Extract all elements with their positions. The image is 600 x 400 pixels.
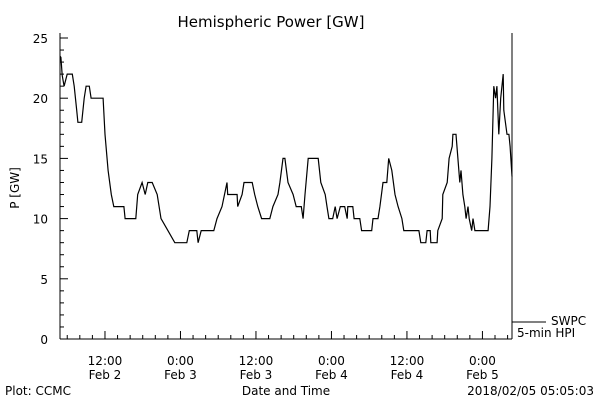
x-tick-label-date: Feb 4	[315, 368, 348, 382]
x-tick-label-time: 12:00	[390, 354, 425, 368]
plot-credit: Plot: CCMC	[5, 384, 71, 398]
series-line-5min-hpi	[59, 55, 513, 244]
x-tick-label-time: 0:00	[469, 354, 496, 368]
y-tick-label: 20	[33, 92, 48, 106]
y-tick-label: 10	[33, 213, 48, 227]
x-tick-label-time: 0:00	[318, 354, 345, 368]
chart-title: Hemispheric Power [GW]	[178, 13, 365, 31]
y-tick-label: 25	[33, 32, 48, 46]
legend-series: 5-min HPI	[517, 326, 575, 340]
x-tick-label-date: Feb 4	[391, 368, 424, 382]
x-tick-label-time: 12:00	[239, 354, 274, 368]
x-axis-label: Date and Time	[242, 384, 330, 398]
timestamp: 2018/02/05 05:05:03	[467, 384, 594, 398]
x-tick-label-date: Feb 3	[164, 368, 197, 382]
y-tick-label: 0	[40, 333, 48, 347]
x-tick-label-date: Feb 2	[89, 368, 122, 382]
y-axis-label: P [GW]	[8, 167, 22, 209]
y-tick-label: 5	[40, 273, 48, 287]
x-tick-label-time: 12:00	[88, 354, 123, 368]
y-tick-label: 15	[33, 152, 48, 166]
x-tick-label-time: 0:00	[167, 354, 194, 368]
legend-source: SWPC	[551, 314, 586, 328]
x-tick-label-date: Feb 5	[466, 368, 499, 382]
x-tick-label-date: Feb 3	[240, 368, 273, 382]
